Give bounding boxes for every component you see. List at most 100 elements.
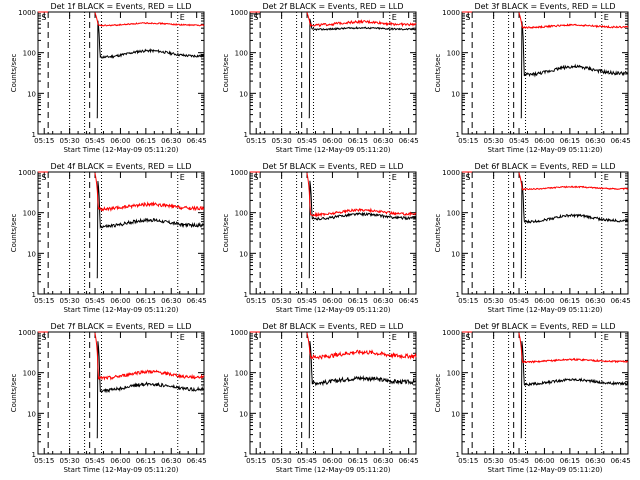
y-tick-label: 1 [32, 291, 36, 299]
events-series-line [38, 11, 205, 119]
x-tick-label: 06:15 [348, 297, 368, 305]
x-tick-label: 05:45 [297, 457, 317, 465]
x-tick-label: 05:15 [458, 137, 478, 145]
end-marker-label: E [604, 13, 609, 22]
x-tick-label: 06:15 [560, 297, 580, 305]
plot-frame [249, 11, 417, 135]
panel-title: Det 8f BLACK = Events, RED = LLD [262, 322, 403, 331]
x-tick-label: 05:30 [272, 297, 292, 305]
y-axis-label: Counts/sec [434, 374, 442, 413]
x-tick-label: 05:15 [246, 297, 266, 305]
x-tick-label: 05:45 [509, 297, 529, 305]
x-tick-label: 05:45 [85, 137, 105, 145]
x-tick-label: 06:00 [534, 457, 554, 465]
y-tick-label: 10 [239, 410, 248, 418]
y-axis-label: Counts/sec [222, 374, 230, 413]
x-tick-label: 05:15 [34, 457, 54, 465]
detector-panel: Det 7f BLACK = Events, RED = LLD 1 10 100 10… [10, 322, 207, 474]
x-tick-label: 06:30 [585, 297, 605, 305]
x-tick-label: 06:30 [161, 137, 181, 145]
start-marker-label: S [41, 173, 46, 182]
x-tick-label: 05:30 [60, 457, 80, 465]
x-tick-label: 06:45 [611, 457, 631, 465]
x-axis-label: Start Time (12-May-09 05:11:20) [275, 146, 390, 154]
events-series-line [462, 171, 628, 279]
x-tick-label: 06:15 [136, 137, 156, 145]
start-marker-label: S [41, 333, 46, 342]
x-tick-label: 05:15 [458, 457, 478, 465]
panel-title: Det 5f BLACK = Events, RED = LLD [262, 162, 403, 171]
x-axis-label: Start Time (12-May-09 05:11:20) [63, 146, 178, 154]
lld-series-line [462, 171, 629, 191]
y-tick-label: 1000 [442, 169, 460, 177]
x-tick-label: 06:30 [373, 457, 393, 465]
end-marker-label: E [180, 13, 185, 22]
x-tick-label: 05:30 [484, 297, 504, 305]
detector-panel: Det 8f BLACK = Events, RED = LLD 1 10 100 10… [222, 322, 419, 474]
x-tick-label: 05:15 [34, 297, 54, 305]
x-tick-label: 05:30 [60, 137, 80, 145]
plot-frame [461, 171, 629, 295]
y-tick-label: 10 [27, 410, 36, 418]
x-axis-label: Start Time (12-May-09 05:11:20) [487, 306, 602, 314]
x-tick-label: 06:00 [110, 457, 130, 465]
x-tick-label: 05:30 [484, 137, 504, 145]
start-marker-label: S [253, 333, 258, 342]
x-axis-label: Start Time (12-May-09 05:11:20) [275, 306, 390, 314]
events-series-line [250, 13, 417, 119]
events-series-line [462, 331, 629, 439]
end-marker-label: E [392, 333, 397, 342]
end-marker-label: E [180, 173, 185, 182]
x-tick-label: 06:30 [373, 297, 393, 305]
y-tick-label: 100 [447, 210, 460, 218]
x-tick-label: 06:00 [110, 297, 130, 305]
events-series-line [250, 171, 417, 279]
panel-title: Det 4f BLACK = Events, RED = LLD [50, 162, 191, 171]
y-tick-label: 100 [235, 370, 248, 378]
lld-series-line [462, 11, 629, 30]
plot-frame [37, 11, 205, 135]
y-tick-label: 1000 [442, 9, 460, 17]
x-tick-label: 05:15 [458, 297, 478, 305]
x-tick-label: 05:30 [272, 137, 292, 145]
y-axis-label: Counts/sec [434, 54, 442, 93]
x-tick-label: 05:45 [85, 457, 105, 465]
panel-title: Det 6f BLACK = Events, RED = LLD [474, 162, 615, 171]
y-tick-label: 10 [27, 250, 36, 258]
y-tick-label: 1 [32, 131, 36, 139]
panel-title: Det 7f BLACK = Events, RED = LLD [50, 322, 191, 331]
x-tick-label: 06:45 [399, 137, 419, 145]
y-tick-label: 1000 [230, 329, 248, 337]
x-tick-label: 06:45 [611, 297, 631, 305]
y-tick-label: 100 [23, 210, 36, 218]
x-tick-label: 06:45 [187, 457, 207, 465]
events-series-line [250, 331, 417, 439]
plot-frame [37, 171, 205, 295]
y-tick-label: 100 [235, 50, 248, 58]
y-tick-label: 100 [235, 210, 248, 218]
x-tick-label: 05:45 [509, 457, 529, 465]
x-tick-label: 05:30 [272, 457, 292, 465]
y-tick-label: 10 [451, 90, 460, 98]
lld-series-line [250, 331, 417, 360]
end-marker-label: E [392, 173, 397, 182]
y-tick-label: 10 [239, 90, 248, 98]
y-tick-label: 1 [456, 131, 460, 139]
detector-panel: Det 6f BLACK = Events, RED = LLD 1 10 100 10… [434, 162, 631, 314]
x-tick-label: 06:45 [187, 297, 207, 305]
x-tick-label: 06:00 [322, 457, 342, 465]
y-tick-label: 1 [32, 451, 36, 459]
y-axis-label: Counts/sec [222, 54, 230, 93]
x-tick-label: 06:00 [534, 137, 554, 145]
x-tick-label: 06:00 [322, 297, 342, 305]
plot-frame [461, 331, 629, 455]
x-tick-label: 06:15 [348, 457, 368, 465]
x-tick-label: 06:30 [585, 457, 605, 465]
end-marker-label: E [392, 13, 397, 22]
x-tick-label: 05:45 [85, 297, 105, 305]
y-tick-label: 1000 [230, 9, 248, 17]
y-axis-label: Counts/sec [434, 214, 442, 253]
detector-panel: Det 4f BLACK = Events, RED = LLD 1 10 100 10… [10, 162, 207, 314]
y-axis-label: Counts/sec [10, 374, 18, 413]
